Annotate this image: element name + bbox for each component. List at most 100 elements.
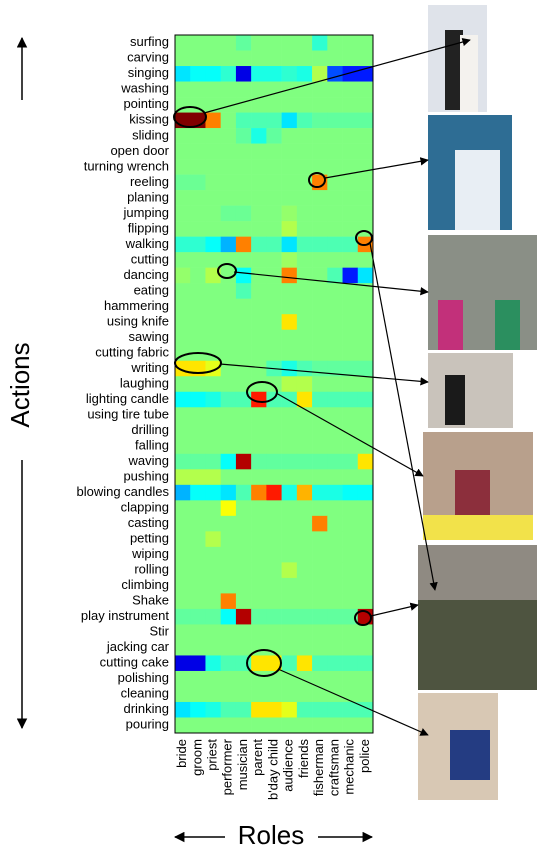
heatmap-cell <box>297 438 313 454</box>
heatmap-cell <box>297 159 313 175</box>
heatmap-cell <box>175 485 191 501</box>
x-tick-label: priest <box>205 739 220 771</box>
heatmap-cell <box>297 283 313 299</box>
heatmap-cell <box>282 438 298 454</box>
heatmap-cell <box>358 423 374 439</box>
heatmap-cell <box>221 345 237 361</box>
heatmap-cell <box>312 206 328 222</box>
heatmap-cell <box>358 593 374 609</box>
heatmap-cell <box>221 454 237 470</box>
heatmap-cell <box>343 144 359 160</box>
heatmap-cell <box>282 345 298 361</box>
arrow <box>371 605 418 616</box>
heatmap-cell <box>190 547 206 563</box>
x-tick-label: groom <box>189 739 204 776</box>
heatmap-cell <box>236 299 252 315</box>
heatmap-cell <box>343 314 359 330</box>
heatmap-cell <box>282 609 298 625</box>
heatmap-cell <box>236 113 252 129</box>
heatmap-cell <box>312 609 328 625</box>
heatmap-cell <box>327 640 343 656</box>
heatmap-cell <box>297 252 313 268</box>
heatmap-cell <box>175 438 191 454</box>
heatmap-cell <box>236 175 252 191</box>
heatmap-cell <box>266 299 282 315</box>
heatmap-cell <box>251 283 267 299</box>
heatmap-cell <box>266 190 282 206</box>
heatmap-cell <box>221 593 237 609</box>
heatmap-cell <box>312 190 328 206</box>
heatmap-cell <box>266 578 282 594</box>
y-tick-label: cutting fabric <box>95 344 169 359</box>
heatmap-cell <box>327 237 343 253</box>
heatmap-cell <box>175 283 191 299</box>
heatmap-cell <box>266 252 282 268</box>
heatmap-cell <box>236 283 252 299</box>
heatmap-cell <box>251 531 267 547</box>
y-tick-label: walking <box>125 236 169 251</box>
heatmap-cell <box>221 113 237 129</box>
heatmap-cell <box>236 531 252 547</box>
heatmap-cell <box>312 562 328 578</box>
heatmap-cell <box>190 469 206 485</box>
y-tick-label: cutting cake <box>100 655 169 670</box>
heatmap-cell <box>327 531 343 547</box>
x-tick-label: mechanic <box>342 739 357 795</box>
heatmap-cell <box>343 221 359 237</box>
heatmap-cell <box>343 175 359 191</box>
heatmap-cell <box>327 206 343 222</box>
heatmap-cell <box>190 454 206 470</box>
heatmap-cell <box>312 469 328 485</box>
heatmap-cell <box>221 392 237 408</box>
heatmap-cell <box>327 655 343 671</box>
x-axis-title: Roles <box>238 820 304 850</box>
heatmap-cell <box>282 655 298 671</box>
heatmap-cell <box>175 578 191 594</box>
heatmap-cell <box>358 485 374 501</box>
heatmap-cell <box>282 283 298 299</box>
heatmap-cell <box>358 330 374 346</box>
heatmap-cell <box>190 702 206 718</box>
heatmap-cell <box>358 159 374 175</box>
heatmap-cell <box>282 516 298 532</box>
heatmap-cell <box>251 221 267 237</box>
heatmap-cell <box>327 469 343 485</box>
heatmap-cell <box>343 97 359 113</box>
heatmap-cell <box>312 392 328 408</box>
heatmap-cell <box>327 190 343 206</box>
heatmap-cell <box>327 578 343 594</box>
heatmap-cell <box>343 407 359 423</box>
heatmap-cell <box>190 593 206 609</box>
heatmap-cell <box>266 593 282 609</box>
heatmap-cell <box>358 531 374 547</box>
heatmap-cell <box>221 578 237 594</box>
heatmap-cell <box>266 144 282 160</box>
heatmap-cell <box>343 206 359 222</box>
heatmap-cell <box>205 593 221 609</box>
heatmap-cell <box>282 144 298 160</box>
heatmap-cell <box>343 469 359 485</box>
heatmap-cell <box>221 35 237 51</box>
heatmap-cell <box>327 51 343 67</box>
heatmap-cell <box>343 593 359 609</box>
y-tick-label: climbing <box>121 577 169 592</box>
heatmap-cell <box>236 671 252 687</box>
heatmap-cell <box>327 252 343 268</box>
y-tick-label: jacking car <box>106 639 170 654</box>
heatmap-cell <box>343 113 359 129</box>
heatmap-cell <box>343 624 359 640</box>
heatmap-cell <box>175 624 191 640</box>
photo <box>445 375 465 425</box>
heatmap-cell <box>327 516 343 532</box>
heatmap-cell <box>251 66 267 82</box>
heatmap-cell <box>358 144 374 160</box>
heatmap-cell <box>175 221 191 237</box>
heatmap-cell <box>251 345 267 361</box>
heatmap-cell <box>190 221 206 237</box>
heatmap-cell <box>236 454 252 470</box>
heatmap-cell <box>282 376 298 392</box>
heatmap-cell <box>205 531 221 547</box>
y-tick-label: dancing <box>123 267 169 282</box>
heatmap-cell <box>251 686 267 702</box>
heatmap-cell <box>297 35 313 51</box>
